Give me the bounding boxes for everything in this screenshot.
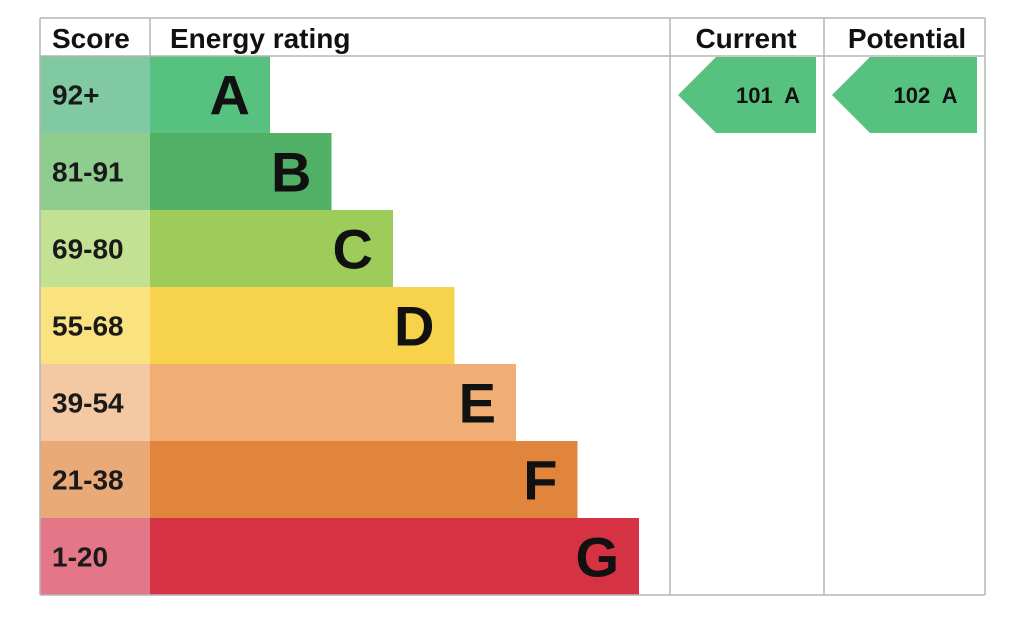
rating-bar-f: [150, 441, 578, 519]
score-cell-d: [40, 287, 150, 365]
score-label-a: 92+: [52, 80, 100, 111]
score-label-d: 55-68: [52, 311, 124, 342]
band-letter-c: C: [333, 218, 373, 281]
bands-layer: 92+ A 81-91 B 69-80 C 55-68 D 39-54 E 21-38 F 1-20 G: [40, 56, 639, 596]
score-cell-b: [40, 133, 150, 211]
band-letter-a: A: [210, 64, 250, 127]
potential-arrow: [832, 57, 977, 133]
score-cell-a: [40, 56, 150, 134]
header-current: Current: [695, 23, 796, 54]
header-energy-rating: Energy rating: [170, 23, 350, 54]
rating-bar-d: [150, 287, 455, 365]
grid-layer: [39, 17, 986, 596]
current-rating-label: 101 A: [736, 83, 800, 108]
score-cell-c: [40, 210, 150, 288]
score-label-g: 1-20: [52, 542, 108, 573]
header-score: Score: [52, 23, 130, 54]
score-label-e: 39-54: [52, 388, 124, 419]
score-cell-f: [40, 441, 150, 519]
rating-bar-e: [150, 364, 516, 442]
score-label-f: 21-38: [52, 465, 124, 496]
rating-bar-a: [150, 56, 270, 134]
arrows-layer: 101 A 102 A: [678, 57, 977, 133]
score-cell-e: [40, 364, 150, 442]
band-letter-d: D: [394, 295, 434, 358]
rating-bar-c: [150, 210, 393, 288]
band-letter-b: B: [271, 141, 311, 204]
header-potential: Potential: [848, 23, 966, 54]
rating-bar-b: [150, 133, 332, 211]
score-cell-g: [40, 518, 150, 596]
score-label-b: 81-91: [52, 157, 124, 188]
rating-bar-g: [150, 518, 639, 596]
band-letter-f: F: [523, 449, 557, 512]
potential-rating-label: 102 A: [893, 83, 957, 108]
band-letter-e: E: [459, 372, 496, 435]
current-arrow: [678, 57, 816, 133]
band-letter-g: G: [575, 526, 619, 589]
header-layer: Score Energy rating Current Potential: [52, 23, 966, 54]
score-label-c: 69-80: [52, 234, 124, 265]
